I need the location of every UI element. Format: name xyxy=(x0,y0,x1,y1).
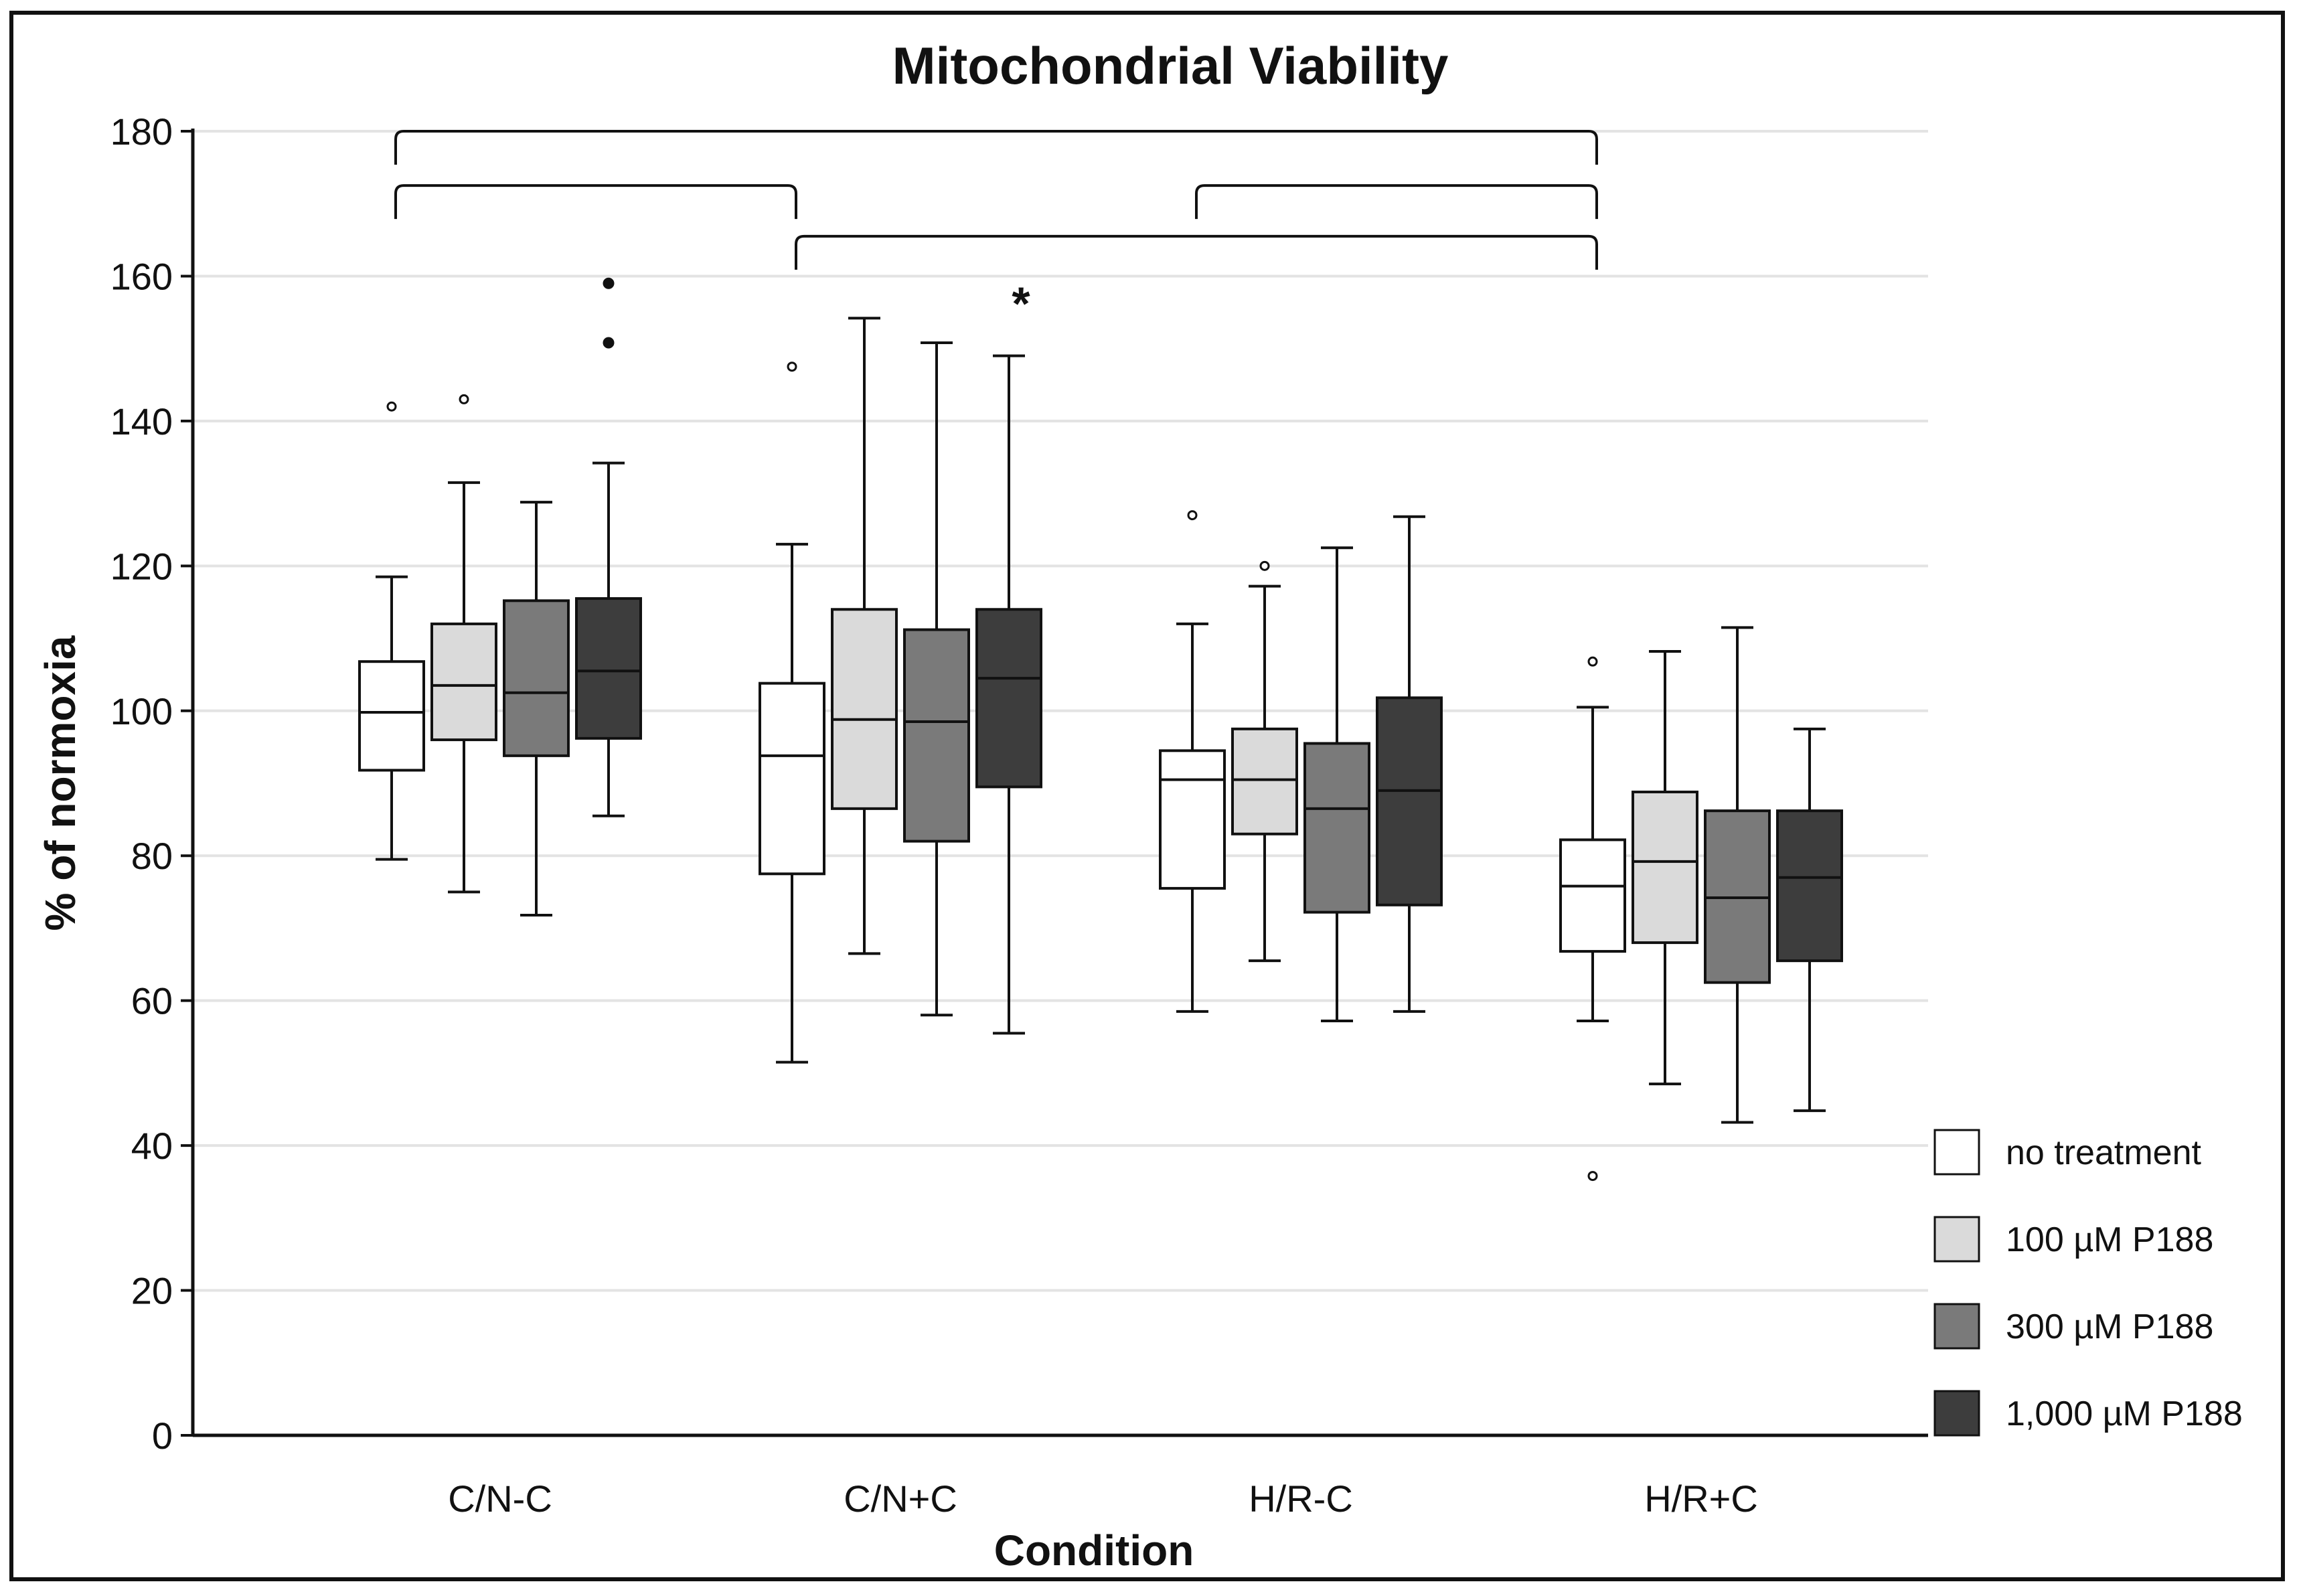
legend-swatch xyxy=(1933,1129,1980,1176)
box-plot xyxy=(575,277,642,817)
box-plot xyxy=(1376,515,1443,1013)
significance-bracket xyxy=(394,184,797,220)
x-tick-labels: C/N-C C/N+C H/R-C H/R+C xyxy=(448,1478,1758,1520)
legend-swatch xyxy=(1933,1303,1980,1350)
x-tick-label: C/N+C xyxy=(844,1478,957,1520)
box-iqr xyxy=(903,628,970,843)
box-iqr xyxy=(1376,696,1443,906)
box-iqr xyxy=(575,597,642,740)
outlier-point xyxy=(459,394,469,404)
legend: no treatment 100 µM P188 300 µM P188 1,000 … xyxy=(1933,1129,2243,1437)
box-iqr xyxy=(1231,727,1298,835)
annotations: * xyxy=(1012,278,1030,330)
box-iqr xyxy=(1159,749,1226,890)
box-plot xyxy=(831,317,898,955)
legend-swatch xyxy=(1933,1390,1980,1437)
y-tick-label: 0 xyxy=(152,1415,173,1457)
y-tick-label: 60 xyxy=(131,980,173,1022)
legend-label: 1,000 µM P188 xyxy=(2006,1394,2243,1433)
box-plot xyxy=(503,501,570,916)
significance-marker: * xyxy=(1012,278,1030,330)
chart-title: Mitochondrial Viability xyxy=(892,36,1449,95)
outlier-point xyxy=(1259,560,1270,571)
box-iqr xyxy=(1559,838,1626,953)
y-tick-label: 160 xyxy=(110,255,173,297)
box-iqr xyxy=(358,660,425,772)
outlier-point xyxy=(1587,656,1598,667)
box-plot xyxy=(358,401,425,861)
x-axis-title: Condition xyxy=(994,1526,1194,1575)
outlier-point xyxy=(603,337,615,349)
figure-frame xyxy=(9,11,2285,1581)
outlier-point xyxy=(386,401,397,412)
box-plot xyxy=(975,354,1042,1035)
x-tick-label: C/N-C xyxy=(448,1478,552,1520)
box-plot xyxy=(1303,546,1370,1022)
significance-bracket xyxy=(1195,184,1598,220)
box-plot xyxy=(903,341,970,1017)
x-tick-label: H/R-C xyxy=(1249,1478,1353,1520)
outlier-point xyxy=(1187,510,1198,521)
y-tick-label: 180 xyxy=(110,110,173,153)
axes xyxy=(181,129,1928,1437)
box-plot xyxy=(1632,650,1698,1086)
box-iqr xyxy=(1632,790,1698,945)
legend-label: 100 µM P188 xyxy=(2006,1220,2213,1259)
box-plot xyxy=(1776,727,1843,1113)
y-tick-label: 100 xyxy=(110,690,173,732)
legend-item: 100 µM P188 xyxy=(1933,1216,2213,1263)
box-iqr xyxy=(831,608,898,810)
y-axis-title: % of normoxia xyxy=(36,635,84,931)
legend-item: 300 µM P188 xyxy=(1933,1303,2213,1350)
box-plot xyxy=(1704,626,1771,1124)
box-iqr xyxy=(1776,809,1843,963)
box-iqr xyxy=(975,608,1042,789)
box-plot xyxy=(430,394,497,894)
y-tick-labels: 0 20 40 60 80 100 120 140 160 180 xyxy=(110,110,173,1457)
y-tick-label: 40 xyxy=(131,1125,173,1167)
box-plots xyxy=(358,277,1843,1182)
outlier-point xyxy=(787,362,797,372)
y-tick-label: 140 xyxy=(110,400,173,443)
significance-bracket xyxy=(394,130,1598,165)
box-plot xyxy=(1159,510,1226,1013)
significance-bracket xyxy=(795,234,1598,270)
significance-brackets xyxy=(394,130,1598,270)
y-tick-label: 80 xyxy=(131,835,173,877)
x-tick-label: H/R+C xyxy=(1644,1478,1758,1520)
legend-item: 1,000 µM P188 xyxy=(1933,1390,2243,1437)
legend-label: 300 µM P188 xyxy=(2006,1307,2213,1346)
box-plot xyxy=(1559,656,1626,1182)
y-tick-label: 20 xyxy=(131,1270,173,1312)
legend-item: no treatment xyxy=(1933,1129,2201,1176)
outlier-point xyxy=(603,277,615,289)
outlier-point xyxy=(1587,1171,1598,1182)
box-iqr xyxy=(503,599,570,757)
box-iqr xyxy=(759,682,825,876)
legend-swatch xyxy=(1933,1216,1980,1263)
legend-label: no treatment xyxy=(2006,1133,2201,1172)
box-iqr xyxy=(1303,742,1370,914)
box-plot xyxy=(1231,560,1298,963)
box-plot xyxy=(759,362,825,1064)
y-tick-label: 120 xyxy=(110,545,173,587)
box-iqr xyxy=(430,622,497,742)
